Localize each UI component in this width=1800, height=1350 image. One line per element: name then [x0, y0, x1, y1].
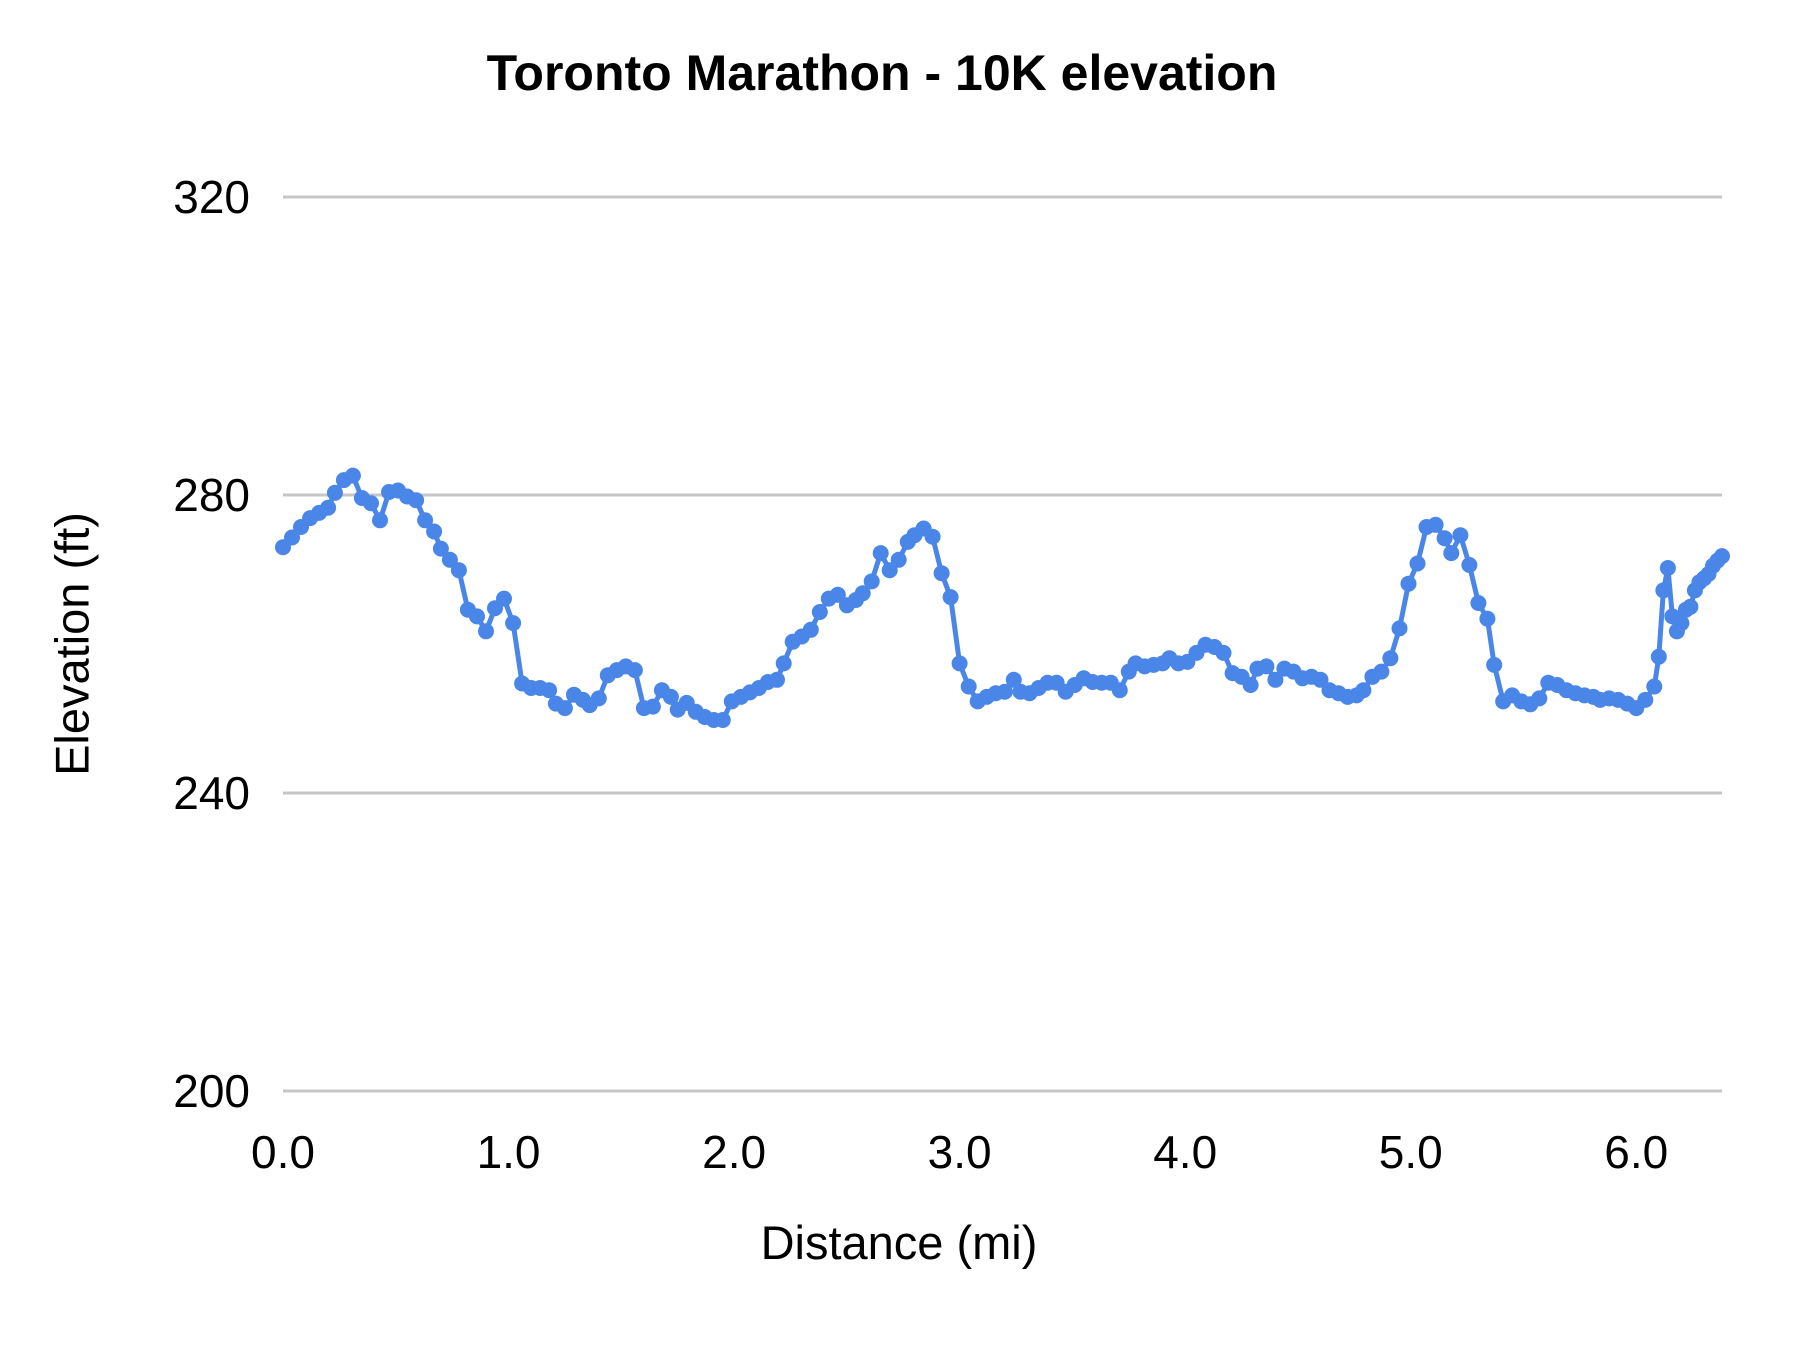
data-point-marker [426, 523, 443, 540]
data-point-marker [1486, 656, 1503, 673]
data-point-marker [344, 467, 361, 484]
data-point-marker [811, 604, 828, 620]
y-axis-title-text: Elevation (ft) [45, 512, 99, 776]
data-point-marker [450, 562, 467, 579]
data-point-marker [1650, 648, 1667, 665]
data-point-marker [1312, 671, 1329, 688]
data-point-marker [505, 615, 522, 632]
data-point-marker [556, 700, 573, 717]
data-point-marker [1111, 682, 1128, 699]
data-point-marker [960, 678, 977, 695]
data-point-marker [1409, 555, 1426, 572]
y-tick-label: 240 [173, 767, 250, 819]
data-point-marker [854, 585, 871, 602]
data-point-marker [1373, 663, 1390, 680]
data-point-marker [872, 545, 889, 562]
x-tick-label: 2.0 [702, 1126, 767, 1178]
data-point-marker [829, 586, 846, 603]
data-point-marker [326, 484, 343, 501]
x-axis-title: Distance (mi) [760, 1216, 1038, 1269]
x-tick-label: 5.0 [1378, 1126, 1443, 1178]
data-point-marker [1659, 560, 1676, 576]
data-point-marker [1637, 691, 1654, 708]
data-point-marker [1382, 650, 1399, 667]
data-point-marker [1479, 610, 1496, 627]
data-point-marker [1461, 557, 1478, 573]
y-tick-label: 280 [173, 469, 250, 521]
data-point-marker [863, 573, 880, 590]
data-point-marker [769, 671, 785, 688]
data-point-marker [590, 690, 607, 707]
data-point-marker [1470, 595, 1487, 611]
x-tick-label: 3.0 [927, 1126, 992, 1178]
data-point-marker [890, 551, 907, 568]
data-point-marker [469, 608, 485, 625]
data-point-marker [802, 621, 819, 638]
data-point-marker [1436, 530, 1453, 547]
y-tick-label: 200 [173, 1065, 250, 1117]
data-point-marker [1258, 658, 1275, 675]
x-tick-label: 4.0 [1153, 1126, 1218, 1178]
data-point-marker [1682, 598, 1699, 615]
data-point-marker [933, 565, 950, 582]
data-point-marker [1400, 575, 1417, 592]
data-point-marker [1673, 615, 1690, 632]
y-tick-label: 320 [173, 171, 250, 223]
data-point-marker [284, 529, 300, 546]
data-point-marker [441, 551, 458, 568]
data-point-marker [924, 528, 941, 545]
data-point-marker [775, 655, 792, 672]
data-point-marker [1531, 690, 1548, 707]
data-point-marker [1355, 682, 1372, 699]
data-point-marker [1427, 516, 1444, 533]
data-point-marker [942, 589, 959, 606]
data-point-marker [1452, 527, 1469, 544]
x-tick-label: 6.0 [1604, 1126, 1669, 1178]
data-point-marker [1267, 671, 1284, 688]
x-tick-label: 1.0 [476, 1126, 541, 1178]
chart-title: Toronto Marathon - 10K elevation [486, 45, 1278, 101]
data-point-marker [541, 682, 558, 699]
data-point-marker [1005, 671, 1022, 688]
data-point-marker [372, 512, 388, 529]
data-point-marker [1443, 545, 1460, 562]
data-point-marker [363, 495, 379, 512]
data-point-marker [432, 540, 449, 557]
data-point-marker [1655, 582, 1672, 599]
data-point-marker [408, 492, 425, 509]
data-point-marker [1242, 677, 1259, 693]
data-point-marker [996, 683, 1013, 700]
data-point-marker [417, 512, 434, 529]
data-point-marker [1391, 620, 1408, 637]
data-point-marker [320, 499, 337, 516]
data-point-marker [714, 712, 731, 728]
x-tick-label: 0.0 [251, 1126, 315, 1178]
data-point-marker [881, 562, 898, 579]
data-point-marker [496, 590, 512, 607]
data-point-marker [1646, 678, 1663, 695]
data-point-marker [478, 623, 494, 640]
data-point-marker [951, 655, 968, 672]
data-point-marker [662, 688, 679, 705]
data-point-marker [644, 698, 661, 715]
data-point-marker [1714, 548, 1730, 565]
data-point-marker [626, 662, 643, 679]
data-point-marker [1215, 644, 1232, 661]
